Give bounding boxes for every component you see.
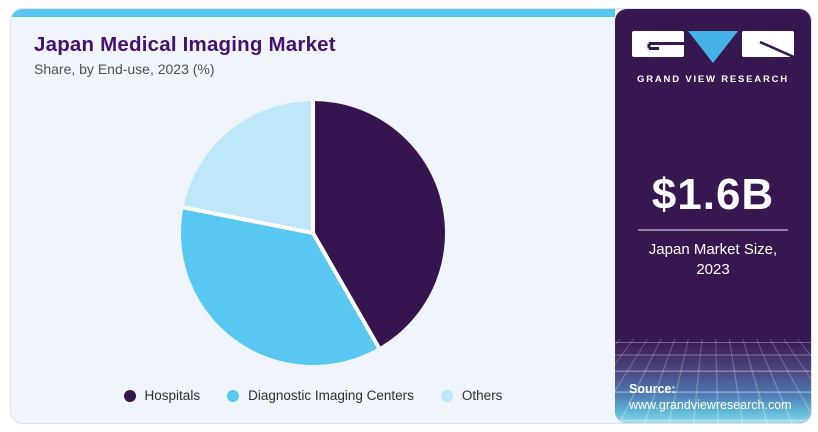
legend-label: Diagnostic Imaging Centers	[248, 388, 414, 403]
pie-slice-hospitals	[313, 100, 445, 347]
pie-chart-area	[11, 77, 615, 388]
legend-dot-icon	[440, 389, 453, 402]
legend-label: Others	[461, 388, 503, 403]
legend-item-hospitals: Hospitals	[123, 388, 201, 403]
pie-chart	[181, 100, 445, 365]
logo-area: GRAND VIEW RESEARCH	[615, 9, 811, 85]
market-size-value: $1.6B	[651, 169, 775, 219]
mesh-footer: Source: www.grandviewresearch.com	[615, 339, 811, 423]
legend-item-diagnostic-imaging-centers: Diagnostic Imaging Centers	[227, 388, 414, 403]
market-size-block: $1.6B Japan Market Size, 2023	[615, 85, 811, 339]
grand-view-research-logo-icon	[632, 31, 794, 63]
market-size-label: Japan Market Size, 2023	[648, 240, 778, 278]
legend-label: Hospitals	[144, 388, 201, 403]
legend-dot-icon	[123, 389, 136, 402]
source-label: Source:	[629, 382, 676, 396]
logo-triangle-icon	[688, 31, 738, 63]
source-url: www.grandviewresearch.com	[629, 398, 792, 412]
pie-slice-border	[311, 231, 381, 348]
pie-slice-others	[183, 100, 313, 233]
brand-name: GRAND VIEW RESEARCH	[637, 74, 789, 85]
report-card: Japan Medical Imaging Market Share, by E…	[10, 8, 812, 424]
legend-dot-icon	[227, 389, 240, 402]
brand-sidebar: GRAND VIEW RESEARCH $1.6B Japan Market S…	[615, 9, 811, 423]
chart-header: Japan Medical Imaging Market Share, by E…	[11, 17, 615, 77]
legend-item-others: Others	[440, 388, 503, 403]
pie-slice-border	[183, 204, 314, 235]
chart-subtitle: Share, by End-use, 2023 (%)	[34, 61, 215, 77]
legend: Hospitals Diagnostic Imaging Centers Other…	[11, 388, 615, 403]
logo-g-cut	[647, 42, 684, 50]
chart-panel: Japan Medical Imaging Market Share, by E…	[11, 9, 615, 423]
source-block: Source: www.grandviewresearch.com	[629, 382, 792, 412]
accent-bar	[11, 9, 615, 17]
divider	[638, 228, 788, 231]
logo-r-leg	[759, 40, 794, 59]
chart-title: Japan Medical Imaging Market	[34, 33, 336, 56]
pie-slice-diagnostic-imaging-centers	[181, 206, 379, 365]
